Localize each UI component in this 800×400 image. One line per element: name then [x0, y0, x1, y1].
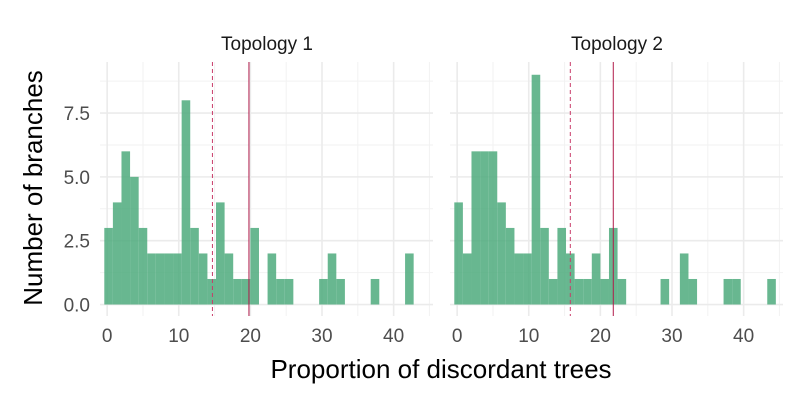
histogram-bar — [164, 253, 174, 305]
histogram-bar — [523, 253, 532, 305]
histogram-bar — [405, 253, 414, 305]
histogram-bar — [557, 227, 567, 305]
histogram-bar — [370, 278, 380, 305]
histogram-bar — [233, 278, 242, 305]
panel-title: Topology 2 — [571, 34, 663, 55]
histogram-bar — [104, 227, 113, 305]
histogram-bar — [480, 151, 489, 305]
histogram-bar — [138, 227, 148, 305]
histogram-bar — [454, 202, 463, 305]
y-tick-labels: 0.0 2.5 5.0 7.5 — [64, 104, 90, 316]
histogram-bar — [181, 100, 191, 305]
histogram-bar — [723, 278, 733, 305]
histogram-bar — [574, 278, 584, 305]
x-tick-label: 40 — [733, 326, 754, 347]
histogram-bar — [284, 278, 294, 305]
histogram-bar — [583, 278, 592, 305]
reference-lines — [211, 62, 250, 316]
x-tick-label: 30 — [661, 326, 682, 347]
histogram-bar — [660, 278, 670, 305]
x-tick-label: 40 — [383, 326, 404, 347]
y-tick-label: 0.0 — [64, 296, 90, 317]
histogram-bar — [732, 278, 741, 305]
x-tick-label: 30 — [311, 326, 332, 347]
x-tick-labels: 0 10 20 30 40 — [102, 326, 404, 347]
histogram-bar — [241, 278, 251, 305]
bars — [454, 74, 776, 305]
histogram-bar — [224, 253, 234, 305]
histogram-bar — [147, 253, 156, 305]
x-tick-label: 20 — [590, 326, 611, 347]
histogram-bar — [531, 74, 541, 305]
histogram-bar — [540, 227, 549, 305]
panel-topology-2: Topology 2 0 10 20 30 40 — [450, 34, 783, 347]
histogram-bar — [566, 253, 575, 305]
y-axis-title: Number of branches — [18, 70, 48, 306]
histogram-bar — [617, 278, 627, 305]
histogram-bar — [497, 202, 506, 305]
x-tick-labels: 0 10 20 30 40 — [452, 326, 754, 347]
histogram-bar — [216, 202, 225, 305]
histogram-bar — [471, 151, 481, 305]
histogram-bar — [250, 227, 259, 305]
histogram-bar — [155, 253, 165, 305]
histogram-bar — [319, 278, 328, 305]
histogram-bar — [276, 278, 285, 305]
histogram-bar — [267, 253, 277, 305]
histogram-bar — [190, 227, 199, 305]
histogram-bar — [514, 253, 524, 305]
x-tick-label: 10 — [518, 326, 539, 347]
bars — [104, 100, 414, 305]
histogram-bar — [591, 253, 601, 305]
histogram-bar — [600, 278, 609, 305]
histogram-bar — [130, 176, 139, 305]
histogram-bar — [462, 253, 472, 305]
histogram-bar — [207, 278, 217, 305]
panel-title: Topology 1 — [221, 34, 313, 55]
x-tick-label: 0 — [102, 326, 113, 347]
y-tick-label: 7.5 — [64, 104, 90, 125]
y-tick-label: 2.5 — [64, 232, 90, 253]
x-tick-label: 0 — [452, 326, 463, 347]
histogram-bar — [679, 253, 689, 305]
x-axis-title: Proportion of discordant trees — [270, 354, 611, 384]
histogram-bar — [121, 151, 131, 305]
histogram-bar — [488, 151, 498, 305]
histogram-bar — [688, 278, 698, 305]
y-tick-label: 5.0 — [64, 168, 90, 189]
histogram-bar — [767, 278, 776, 305]
histogram-bar — [112, 202, 122, 305]
histogram-bar — [198, 253, 208, 305]
panel-topology-1: Topology 1 0 10 20 30 40 — [100, 34, 433, 347]
x-tick-label: 20 — [240, 326, 261, 347]
x-tick-label: 10 — [168, 326, 189, 347]
histogram-bar — [327, 253, 337, 305]
histogram-bar — [548, 278, 558, 305]
reference-lines — [569, 62, 614, 316]
histogram-bar — [336, 278, 345, 305]
histogram-bar — [173, 253, 182, 305]
histogram-bar — [505, 227, 515, 305]
